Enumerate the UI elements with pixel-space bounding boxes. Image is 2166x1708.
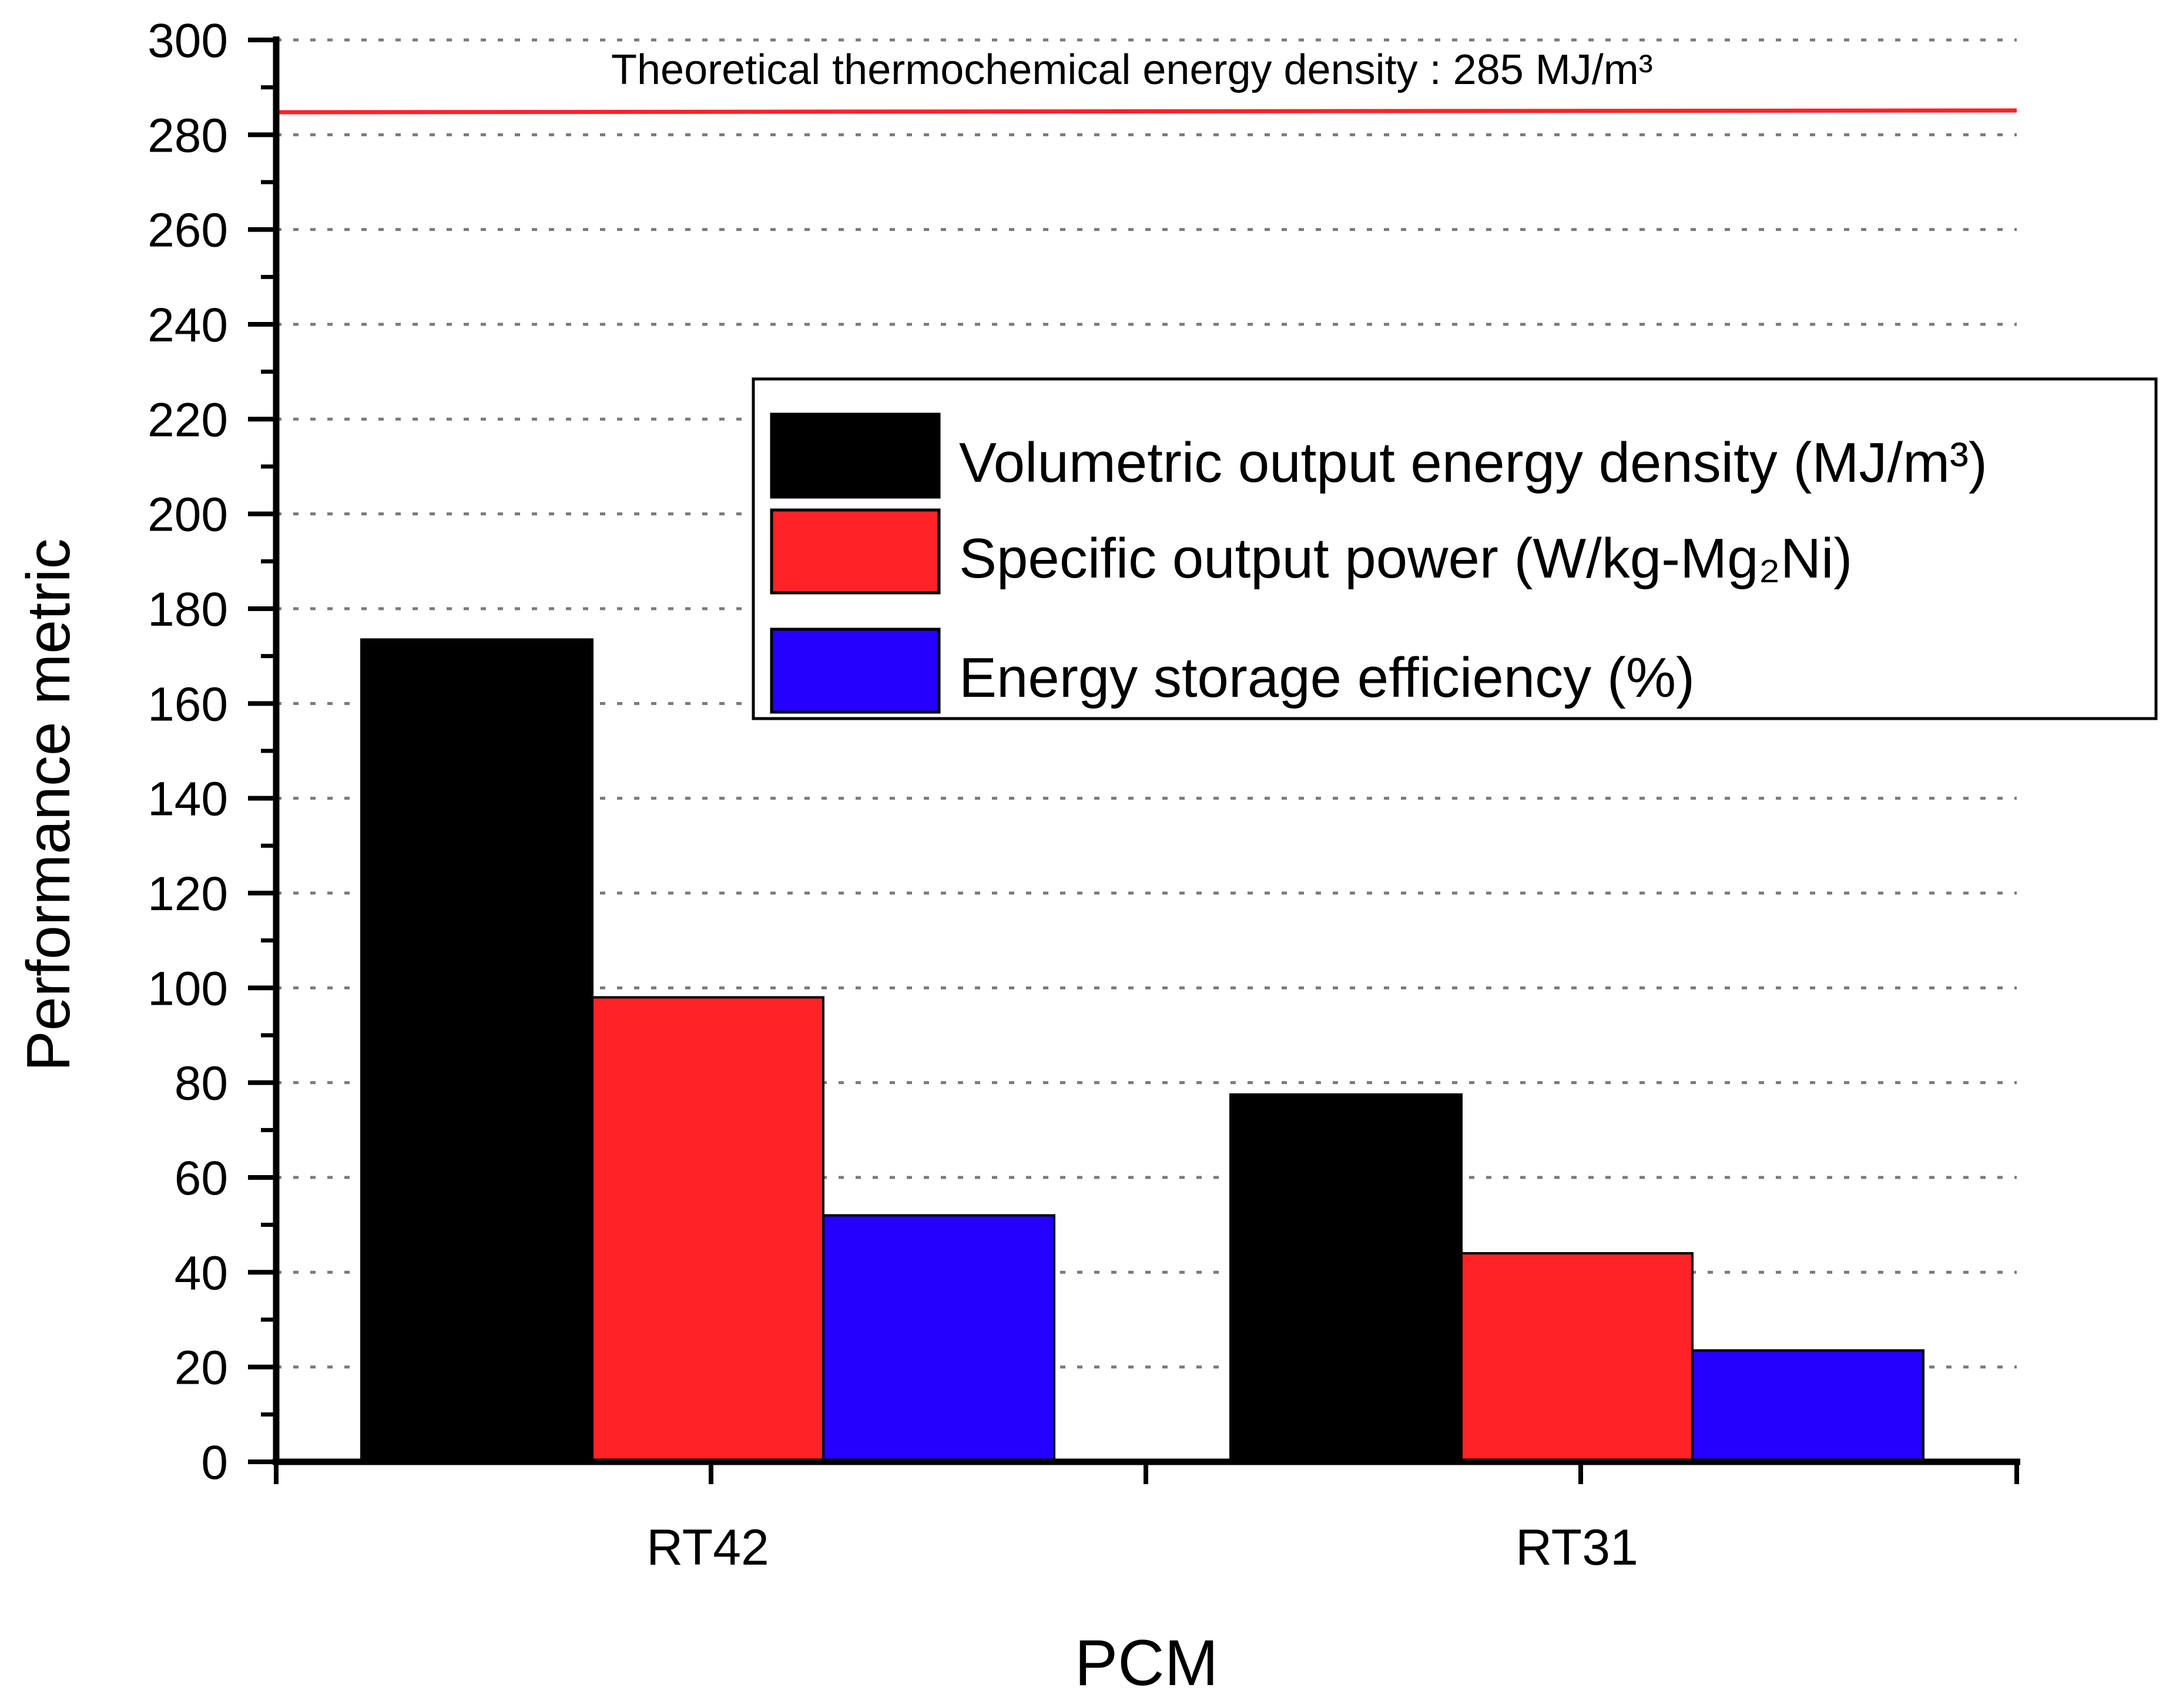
y-tick-label: 220 (147, 393, 228, 447)
y-tick-label: 20 (175, 1341, 228, 1395)
legend-swatch-1 (770, 412, 941, 499)
y-tick-label: 0 (201, 1436, 228, 1489)
y-tick-label: 80 (175, 1057, 228, 1110)
bar-rt42-series-1 (360, 638, 594, 1463)
bars (360, 638, 1924, 1464)
legend-frame (752, 377, 2158, 720)
y-tick-label: 100 (147, 962, 228, 1015)
y-tick-label: 140 (147, 773, 228, 826)
y-tick-label: 300 (147, 14, 228, 68)
legend-label-2: Specific output power (W/kg-Mg₂Ni) (959, 527, 1852, 590)
legend-swatch-3 (770, 628, 941, 714)
legend-swatch-2 (770, 508, 941, 595)
x-category-label: RT31 (1515, 1519, 1638, 1576)
y-tick-label: 280 (147, 109, 228, 162)
y-axis-title: Performance metric (15, 538, 83, 1071)
reference-line-group: Theoretical thermochemical energy densit… (276, 46, 2017, 115)
y-tick-label: 160 (147, 677, 228, 731)
legend-label-1: Volumetric output energy density (MJ/m³) (959, 431, 1987, 494)
y-tick-label: 40 (175, 1246, 228, 1300)
y-tick-label: 120 (147, 867, 228, 921)
axes (248, 36, 2020, 1484)
y-tick-labels: 0 20 40 60 80 100 120 140 160 180 200 220 240 260 280 3… (147, 14, 228, 1489)
bar-rt42-series-3 (822, 1214, 1055, 1464)
y-tick-label: 180 (147, 583, 228, 636)
bar-rt42-series-2 (591, 996, 824, 1463)
legend-label-3: Energy storage efficiency (%) (959, 646, 1695, 709)
bar-rt31-series-3 (1691, 1349, 1924, 1464)
x-axis-title: PCM (1075, 1627, 1218, 1699)
bar-rt31-series-2 (1460, 1252, 1694, 1463)
reference-line (276, 108, 2017, 115)
reference-line-label: Theoretical thermochemical energy densit… (611, 46, 1653, 93)
x-category-labels: RT42 RT31 (646, 1519, 1638, 1576)
y-tick-label: 60 (175, 1152, 228, 1205)
x-category-label: RT42 (646, 1519, 769, 1576)
y-tick-label: 200 (147, 488, 228, 542)
bar-rt31-series-1 (1229, 1093, 1463, 1464)
y-tick-label: 240 (147, 298, 228, 352)
y-tick-label: 260 (147, 204, 228, 257)
legend: Volumetric output energy density (MJ/m³)… (752, 377, 2158, 720)
